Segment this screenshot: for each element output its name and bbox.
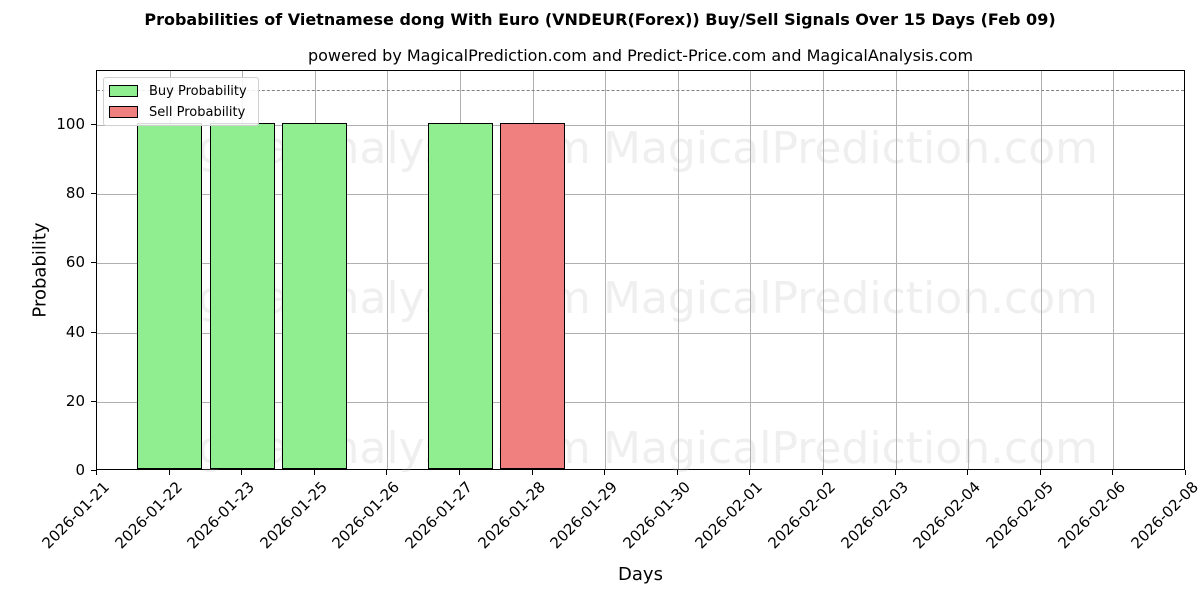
grid-line-v [895, 71, 897, 469]
buy-bar [427, 123, 493, 469]
x-tick [96, 470, 97, 475]
x-tick [1112, 470, 1114, 475]
x-tick [894, 470, 896, 475]
buy-bar [137, 123, 203, 469]
grid-line-h [97, 263, 1184, 265]
x-tick [604, 470, 606, 475]
threshold-line [97, 90, 1184, 92]
y-tick [91, 124, 96, 125]
x-tick [676, 470, 678, 475]
x-tick-label: 2026-01-26 [328, 478, 404, 553]
x-tick [386, 470, 388, 475]
x-tick-label: 2026-01-29 [546, 478, 622, 553]
x-tick [822, 470, 823, 475]
y-tick-label: 100 [56, 115, 85, 133]
x-axis-title: Days [618, 564, 663, 585]
x-tick-label: 2026-02-08 [1127, 478, 1200, 553]
legend-sell-label: Sell Probability [149, 104, 246, 120]
grid-line-v [1040, 71, 1042, 469]
legend-buy-label: Buy Probability [149, 83, 247, 99]
x-tick-label: 2026-02-03 [837, 478, 912, 553]
x-tick [1185, 470, 1186, 475]
grid-line-v [968, 71, 970, 469]
y-tick [91, 470, 96, 471]
y-tick-label: 0 [75, 461, 85, 479]
x-tick-label: 2026-02-01 [691, 478, 767, 553]
x-tick [967, 470, 969, 475]
y-tick-label: 20 [65, 391, 85, 410]
buy-bar [282, 123, 348, 469]
grid-line-h [97, 194, 1184, 196]
x-tick-label: 2026-01-25 [256, 478, 331, 553]
y-tick [91, 262, 96, 264]
grid-line-v [1113, 71, 1115, 469]
grid-line-h [97, 401, 1184, 403]
legend-item-buy: Buy Probability [109, 82, 247, 100]
x-tick [241, 470, 243, 475]
grid-line-v [750, 71, 752, 469]
y-tick-label: 60 [65, 253, 85, 272]
chart-subtitle: powered by MagicalPrediction.com and Pre… [307, 46, 974, 65]
sell-bar [500, 123, 566, 469]
x-tick-label: 2026-01-30 [619, 478, 694, 553]
grid-line-v [605, 71, 607, 469]
x-tick-label: 2026-01-22 [111, 478, 186, 553]
y-tick [91, 331, 96, 333]
x-tick [168, 470, 170, 475]
x-tick-label: 2026-01-28 [474, 478, 549, 553]
y-tick [91, 400, 96, 402]
chart-title: Probabilities of Vietnamese dong With Eu… [144, 10, 1056, 29]
x-tick-label: 2026-02-05 [982, 478, 1057, 553]
grid-line-h [97, 332, 1184, 334]
x-tick-label: 2026-02-04 [909, 478, 985, 553]
x-tick [749, 470, 751, 475]
y-tick-label: 80 [65, 184, 85, 203]
legend-item-sell: Sell Probability [109, 103, 245, 121]
grid-line-h [97, 125, 1184, 126]
x-tick-label: 2026-02-06 [1054, 478, 1130, 553]
y-axis-title: Probability [29, 222, 51, 318]
buy-swatch-icon [109, 85, 138, 97]
x-tick [531, 470, 533, 475]
x-tick-label: 2026-01-21 [38, 478, 113, 553]
x-tick-label: 2026-01-27 [401, 478, 476, 553]
plot-area: MagicalAnalysis.com MagicalPrediction.com… [96, 70, 1185, 474]
x-tick-label: 2026-01-23 [183, 478, 259, 553]
grid-line-v [823, 71, 824, 469]
x-tick [313, 470, 315, 475]
legend: Buy Probability Sell Probability [103, 77, 259, 126]
y-tick [91, 193, 96, 195]
grid-line-v [387, 71, 389, 469]
y-tick-label: 40 [65, 322, 85, 341]
sell-swatch-icon [109, 106, 138, 118]
x-tick [1039, 470, 1041, 475]
x-tick-label: 2026-02-02 [764, 478, 839, 553]
buy-bar [209, 123, 275, 469]
grid-line-v [677, 71, 679, 469]
x-tick [459, 470, 460, 475]
